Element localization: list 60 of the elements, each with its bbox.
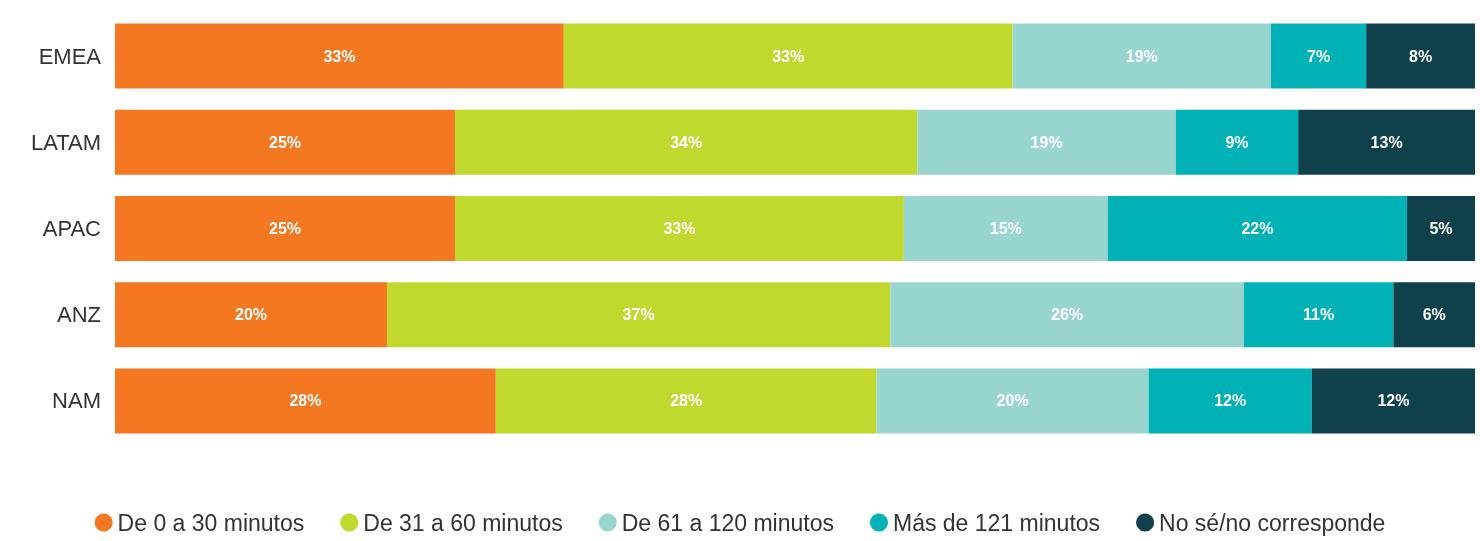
data-label: 33% (323, 47, 356, 65)
legend-label: De 61 a 120 minutos (621, 509, 834, 536)
bar (115, 109, 455, 175)
y-tick-label: APAC (42, 216, 102, 241)
legend-label: De 0 a 30 minutos (117, 509, 305, 536)
bar (115, 282, 387, 348)
data-label: 8% (1409, 47, 1433, 65)
data-label: 25% (268, 220, 302, 237)
data-label: 25% (268, 133, 302, 151)
data-label: 22% (1241, 220, 1274, 237)
bar (1366, 23, 1475, 89)
bar (563, 23, 1013, 89)
data-label: 20% (234, 306, 268, 324)
bar (115, 23, 564, 89)
legend-label: Más de 121 minutos (892, 509, 1101, 536)
data-label: 12% (1377, 392, 1410, 410)
data-label: 28% (670, 392, 703, 410)
bar (1393, 282, 1475, 348)
bar (917, 109, 1176, 175)
bar (115, 368, 496, 434)
bar (455, 109, 918, 175)
data-label: 19% (1125, 47, 1158, 65)
data-label: 12% (1214, 392, 1247, 410)
data-label: 7% (1307, 47, 1331, 65)
data-label: 28% (289, 392, 322, 410)
data-label: 6% (1422, 306, 1446, 324)
data-label: 19% (1030, 133, 1063, 151)
y-tick-label: NAM (52, 388, 101, 414)
bar (495, 368, 877, 434)
bar (1107, 196, 1407, 261)
y-tick-label: EMEA (38, 43, 102, 69)
bar (890, 282, 1244, 348)
data-label: 26% (1050, 306, 1084, 324)
legend-label: No sé/no corresponde (1159, 509, 1386, 536)
legend-label: De 31 a 60 minutos (363, 509, 563, 536)
bar (1012, 23, 1271, 89)
y-tick-label: LATAM (30, 129, 101, 155)
data-label: 15% (989, 220, 1022, 237)
bar (1148, 368, 1312, 434)
bar (387, 282, 891, 348)
bar (455, 196, 904, 261)
data-label: 5% (1429, 220, 1453, 237)
bar (1298, 109, 1475, 175)
data-label: 9% (1225, 133, 1249, 151)
data-label: 33% (772, 47, 805, 65)
data-label: 34% (670, 133, 703, 151)
data-label: 20% (996, 392, 1029, 410)
data-label: 37% (622, 306, 655, 324)
bar (903, 196, 1108, 261)
bar (1271, 23, 1367, 89)
data-label: 33% (663, 220, 696, 237)
data-label: 13% (1370, 133, 1403, 151)
bar (115, 196, 455, 261)
bar (876, 368, 1149, 434)
data-label: 11% (1303, 306, 1335, 324)
bar (1175, 109, 1299, 175)
bar (1243, 282, 1394, 348)
bar (1407, 196, 1475, 261)
bar (1311, 368, 1475, 434)
y-tick-label: ANZ (57, 302, 101, 328)
